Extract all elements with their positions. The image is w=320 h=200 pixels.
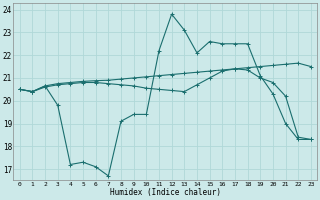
X-axis label: Humidex (Indice chaleur): Humidex (Indice chaleur) xyxy=(110,188,221,197)
